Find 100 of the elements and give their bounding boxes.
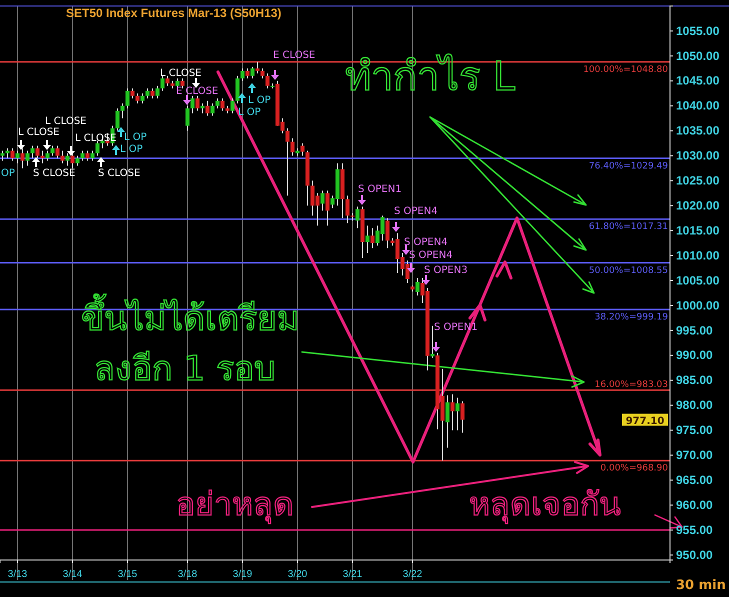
candlestick	[126, 88, 130, 109]
candlestick	[216, 98, 220, 109]
candlestick	[60, 150, 64, 164]
y-tick-label: 1000.00	[676, 298, 720, 312]
y-tick-label: 1045.00	[676, 74, 720, 88]
candlestick	[290, 138, 294, 156]
annotation: E CLOSE	[176, 86, 218, 97]
candlestick	[66, 152, 70, 166]
candlestick	[86, 150, 90, 162]
y-tick-label: 1025.00	[676, 174, 720, 188]
candlestick	[56, 145, 60, 159]
candlestick	[36, 145, 40, 159]
ref-line-label: 38.20%=999.19	[594, 312, 668, 322]
annotation: L OP	[124, 132, 147, 143]
x-tick-label: 3/18	[178, 569, 198, 580]
annotation: หลุดเจอกัน	[469, 485, 621, 524]
ref-line-label: 76.40%=1029.49	[588, 161, 668, 172]
candlestick	[136, 92, 140, 104]
y-tick-label: 955.00	[676, 522, 714, 537]
candlestick	[450, 394, 454, 431]
candlestick	[260, 68, 264, 79]
annotation: L OP	[248, 95, 271, 106]
candlestick	[40, 150, 44, 164]
candlestick	[456, 397, 460, 431]
candlestick	[186, 105, 190, 132]
candlestick	[0, 150, 4, 162]
candlestick	[256, 61, 260, 74]
annotation: S OPEN4	[404, 237, 448, 248]
candlestick	[286, 128, 290, 196]
annotation: L OP	[238, 107, 261, 118]
y-tick-label: 1030.00	[676, 148, 720, 163]
candlestick	[70, 150, 74, 169]
candlestick	[386, 218, 390, 249]
y-tick-label: 1020.00	[676, 198, 720, 212]
x-axis-title: 30 min	[676, 578, 726, 593]
annotation: S CLOSE	[33, 168, 76, 179]
candlestick	[356, 206, 360, 229]
annotation: 977.10	[626, 416, 664, 427]
y-tick-label: 1010.00	[676, 248, 720, 262]
candlestick	[156, 85, 160, 99]
candlestick	[166, 75, 170, 86]
ref-line-label: 100.00%=1048.80	[583, 64, 668, 75]
candlestick	[250, 66, 254, 79]
candlestick	[266, 72, 270, 89]
candlestick	[146, 88, 150, 99]
candlestick	[80, 150, 84, 162]
y-tick-label: 975.00	[676, 423, 714, 438]
y-tick-label: 985.00	[676, 373, 714, 388]
candlestick	[10, 148, 14, 162]
y-tick-label: 960.00	[676, 498, 714, 512]
ref-line-label: 61.80%=1017.31	[588, 222, 668, 232]
candlestick	[460, 400, 464, 434]
x-tick-label: 3/20	[288, 569, 308, 580]
annotation: ทำกำไร L	[345, 54, 516, 100]
candlestick	[116, 108, 120, 132]
y-tick-label: 1050.00	[676, 48, 720, 63]
candlestick	[20, 148, 24, 169]
candlestick	[16, 150, 20, 164]
candlestick	[160, 75, 164, 92]
x-tick-label: 3/21	[342, 569, 363, 580]
annotation: OP	[1, 168, 15, 179]
ref-line-label: 0.00%=968.90	[600, 464, 668, 474]
candlestick	[210, 102, 214, 116]
candlestick	[430, 325, 434, 358]
candlestick	[206, 100, 210, 116]
candlestick	[96, 140, 100, 156]
candlestick	[200, 102, 204, 114]
candlestick	[220, 98, 224, 112]
y-tick-label: 1035.00	[676, 124, 720, 138]
candlestick	[416, 278, 420, 296]
y-tick-label: 950.00	[676, 548, 714, 562]
y-tick-label: 995.00	[676, 323, 714, 338]
x-tick-label: 3/19	[232, 569, 253, 580]
x-tick-label: 3/14	[62, 569, 83, 580]
y-tick-label: 970.00	[676, 448, 714, 462]
candlestick	[180, 78, 184, 89]
annotation: L CLOSE	[45, 116, 86, 127]
candlestick	[196, 95, 200, 112]
candlestick	[370, 228, 374, 249]
annotation: อย่าหลุด	[176, 485, 294, 524]
candlestick	[190, 95, 194, 114]
y-tick-label: 1005.00	[676, 273, 720, 288]
annotation: ลงอีก 1 รอบ	[94, 349, 276, 389]
ref-line-label: 50.00%=1008.55	[588, 266, 668, 276]
candlestick	[6, 148, 10, 159]
y-tick-label: 980.00	[676, 398, 714, 412]
candlestick	[120, 102, 124, 119]
candlestick	[366, 225, 370, 254]
annotation: S OPEN1	[358, 184, 402, 195]
y-tick-label: 965.00	[676, 472, 714, 487]
candlestick	[26, 150, 30, 166]
candlestick	[326, 190, 330, 226]
candlestick	[320, 190, 324, 212]
candlestick	[76, 155, 80, 166]
y-tick-label: 1040.00	[676, 98, 720, 113]
y-tick-label: 1055.00	[676, 24, 720, 38]
annotation: L OP	[120, 144, 143, 155]
annotation: L CLOSE	[160, 68, 202, 79]
y-tick-label: 1015.00	[676, 223, 720, 238]
candlestick	[240, 68, 244, 82]
